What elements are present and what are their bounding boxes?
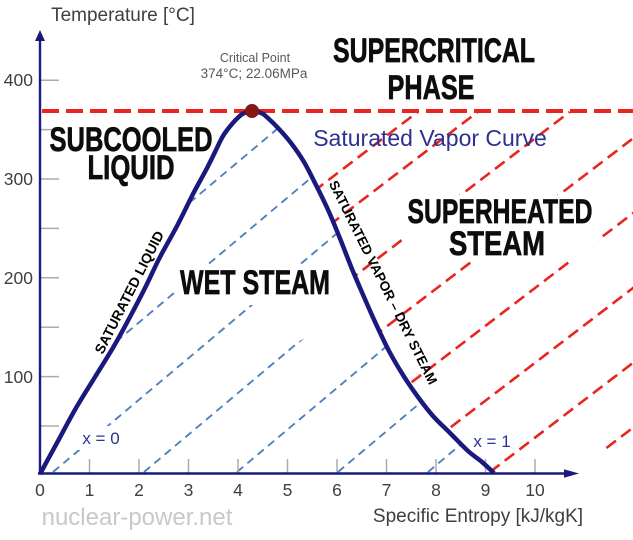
svg-text:x = 0: x = 0 — [82, 429, 119, 448]
svg-text:STEAM: STEAM — [449, 225, 545, 263]
svg-text:Specific Entropy [kJ/kgK]: Specific Entropy [kJ/kgK] — [373, 506, 583, 527]
svg-text:nuclear-power.net: nuclear-power.net — [42, 504, 233, 531]
svg-text:x = 1: x = 1 — [473, 432, 510, 451]
svg-text:4: 4 — [233, 480, 243, 500]
svg-text:9: 9 — [481, 480, 491, 500]
svg-text:SUPERCRITICAL: SUPERCRITICAL — [333, 32, 535, 70]
svg-text:Saturated Vapor Curve: Saturated Vapor Curve — [313, 125, 547, 151]
svg-text:0: 0 — [35, 480, 45, 500]
svg-text:SUBCOOLED: SUBCOOLED — [50, 121, 213, 159]
svg-text:Critical Point: Critical Point — [220, 51, 291, 65]
svg-text:Temperature [°C]: Temperature [°C] — [51, 5, 195, 26]
svg-text:6: 6 — [332, 480, 342, 500]
svg-text:200: 200 — [4, 268, 33, 288]
svg-text:LIQUID: LIQUID — [88, 149, 175, 187]
svg-text:3: 3 — [184, 480, 194, 500]
svg-text:1: 1 — [85, 480, 95, 500]
svg-text:374°C; 22.06MPa: 374°C; 22.06MPa — [201, 66, 308, 81]
svg-text:WET STEAM: WET STEAM — [180, 264, 330, 302]
svg-text:2: 2 — [134, 480, 144, 500]
svg-text:SUPERHEATED: SUPERHEATED — [408, 193, 593, 231]
svg-text:10: 10 — [525, 480, 545, 500]
svg-text:300: 300 — [4, 169, 33, 189]
svg-text:7: 7 — [382, 480, 392, 500]
svg-text:8: 8 — [431, 480, 441, 500]
svg-text:100: 100 — [4, 367, 33, 387]
svg-text:400: 400 — [4, 70, 33, 90]
svg-text:PHASE: PHASE — [388, 69, 475, 107]
svg-text:5: 5 — [283, 480, 293, 500]
